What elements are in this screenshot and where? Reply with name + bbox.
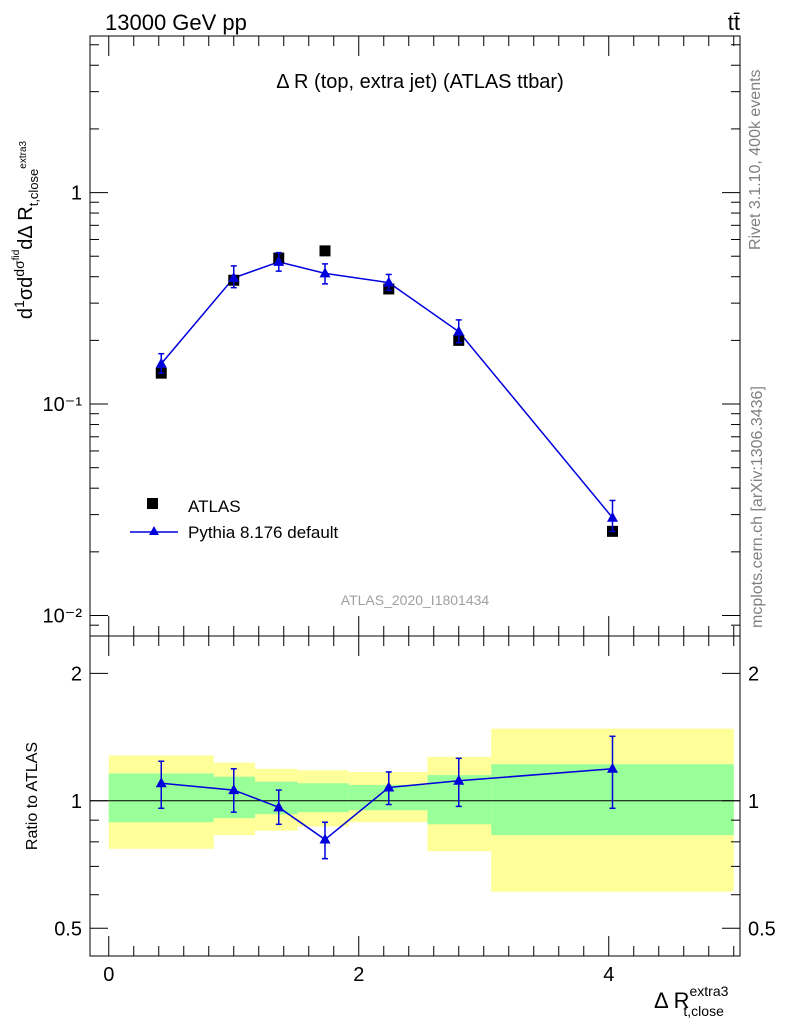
ratio-data-point: [273, 801, 285, 812]
legend-pythia-marker: [149, 526, 159, 535]
ratio-y-tick-label-right: 2: [748, 663, 759, 685]
header-process-label: tt̄: [728, 10, 740, 35]
ratio-frame: [89, 635, 741, 957]
plot-title: Δ R (top, extra jet) (ATLAS ttbar): [276, 71, 564, 93]
pythia-data-point: [319, 267, 331, 278]
main-y-tick-label: 10⁻¹: [43, 394, 83, 416]
ratio-data-point: [155, 777, 167, 788]
ratio-y-tick-label: 1: [71, 791, 82, 813]
x-tick-label: 2: [353, 964, 364, 986]
atlas-data-point: [319, 245, 331, 257]
main-y-axis-label: d1σddσfiddΔ Rt,closeextra3: [11, 140, 41, 319]
ratio-data-point: [607, 762, 618, 773]
svg-text:d1σddσfiddΔ Rt,closeextra3: d1σddσfiddΔ Rt,closeextra3: [11, 140, 41, 319]
main-frame: [89, 35, 741, 637]
ratio-data-point: [319, 833, 331, 844]
legend: ATLAS Pythia 8.176 default: [130, 497, 339, 542]
ratio-band-green: [297, 783, 349, 813]
pythia-data-point: [453, 325, 465, 336]
rivet-version-label: Rivet 3.1.10, 400k events: [747, 69, 764, 250]
ratio-data-point: [383, 781, 395, 792]
x-tick-label: 4: [603, 964, 614, 986]
x-axis-label: Δ Rextra3 t,close: [654, 983, 729, 1019]
x-tick-label: 0: [103, 964, 114, 986]
analysis-watermark: ATLAS_2020_I1801434: [341, 592, 490, 608]
legend-pythia-label: Pythia 8.176 default: [188, 523, 339, 542]
ratio-y-tick-label-right: 1: [748, 791, 759, 813]
main-y-tick-label: 1: [71, 183, 82, 205]
ratio-y-tick-label-right: 0.5: [748, 918, 776, 940]
mcplots-reference-label: mcplots.cern.ch [arXiv:1306.3436]: [749, 386, 766, 628]
ratio-y-tick-label: 0.5: [54, 918, 82, 940]
pythia-data-point: [155, 357, 167, 368]
main-panel: 10⁻² 10⁻¹ 1 Δ R (top, extra jet) (ATLAS tt…: [11, 35, 741, 637]
ratio-axis-ticks: 0.5 0.5 1 1 2 2 0 2 4: [54, 636, 776, 986]
main-y-tick-label: 10⁻²: [43, 606, 83, 628]
ratio-data-point: [453, 774, 465, 785]
ratio-y-tick-label: 2: [71, 663, 82, 685]
header-energy-label: 13000 GeV pp: [105, 10, 247, 35]
ratio-y-axis-label: Ratio to ATLAS: [24, 742, 41, 850]
legend-atlas-marker: [147, 498, 158, 509]
pythia-data-point: [607, 511, 618, 522]
main-axis-ticks: 10⁻² 10⁻¹ 1: [43, 36, 740, 637]
ratio-series-layer: [155, 735, 618, 860]
ratio-uncertainty-bands: [90, 728, 740, 892]
legend-atlas-label: ATLAS: [188, 497, 241, 516]
ratio-data-point: [228, 784, 240, 795]
pythia-data-point: [383, 276, 395, 287]
ratio-panel: 0.5 0.5 1 1 2 2 0 2 4 Ratio to ATLAS Δ Rextra3 t,…: [24, 635, 776, 1019]
pythia-data-point: [228, 271, 240, 282]
pythia-data-point: [273, 255, 285, 266]
main-series-layer: [155, 245, 618, 537]
